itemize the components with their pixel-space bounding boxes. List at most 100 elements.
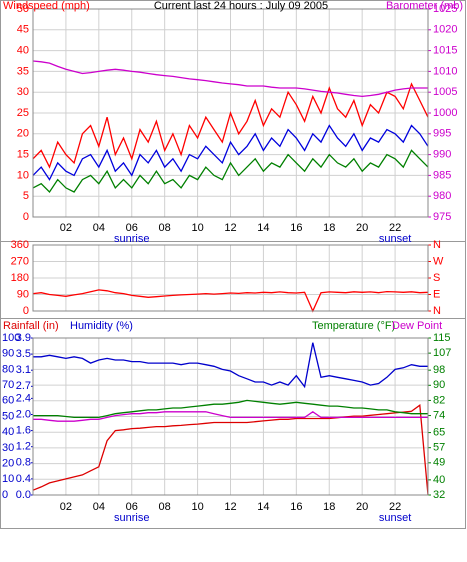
y-tick-label: 50: [17, 3, 29, 15]
y-tick-label: 90: [2, 348, 14, 360]
x-tick-label: 06: [126, 222, 138, 234]
annotation: sunrise: [114, 512, 149, 524]
y-tick-label: 20: [17, 128, 29, 140]
y2-tick-label: 1000: [433, 107, 457, 119]
y2-tick-label: 1010: [433, 65, 457, 77]
y-tick-label: 0: [2, 489, 8, 501]
y2-tick-label: 90: [433, 379, 445, 391]
x-tick-label: 16: [290, 501, 302, 513]
x-tick-label: 20: [356, 222, 368, 234]
x-tick-label: 06: [126, 501, 138, 513]
x-tick-label: 08: [159, 222, 171, 234]
y2-tick-label: N: [433, 305, 441, 317]
y3-tick-label: 3.1: [16, 364, 31, 376]
y-tick-label: 0: [23, 211, 29, 223]
y2-tick-label: 995: [433, 128, 451, 140]
y-tick-label: 15: [17, 149, 29, 161]
annotation: sunset: [379, 233, 411, 245]
series-line: [33, 342, 428, 389]
x-tick-label: 20: [356, 501, 368, 513]
y3-tick-label: 2.7: [16, 380, 31, 392]
y-tick-label: 30: [17, 86, 29, 98]
series-line: [33, 399, 428, 419]
x-tick-label: 10: [191, 222, 203, 234]
y3-tick-label: 0.8: [16, 457, 31, 469]
legend-label: Rainfall (in): [3, 320, 59, 332]
x-tick-label: 18: [323, 222, 335, 234]
x-tick-label: 10: [191, 501, 203, 513]
plot-frame: [32, 8, 429, 218]
y2-tick-label: 975: [433, 211, 451, 223]
y-tick-label: 10: [17, 169, 29, 181]
series-line: [33, 411, 428, 422]
y2-tick-label: 1005: [433, 86, 457, 98]
x-tick-label: 12: [224, 501, 236, 513]
x-tick-label: 04: [93, 501, 105, 513]
y2-tick-label: 1020: [433, 24, 457, 36]
y-tick-label: 35: [17, 65, 29, 77]
y2-tick-label: W: [433, 255, 444, 267]
chart-title: Current last 24 hours : July 09 2005: [154, 0, 328, 12]
series-line: [32, 124, 429, 181]
y2-tick-label: 74: [433, 409, 445, 421]
y-tick-label: 40: [2, 426, 14, 438]
x-tick-label: 02: [60, 222, 72, 234]
legend-label: Humidity (%): [70, 320, 133, 332]
y2-tick-label: 82: [433, 394, 445, 406]
y2-tick-label: 980: [433, 190, 451, 202]
y-tick-label: 0: [23, 305, 29, 317]
series-line: [32, 149, 429, 194]
y2-tick-label: 57: [433, 442, 445, 454]
annotation: sunset: [379, 512, 411, 524]
y3-tick-label: 2.4: [16, 392, 31, 404]
x-tick-label: 08: [159, 501, 171, 513]
legend-label: Dew Point: [392, 320, 442, 332]
y3-tick-label: 1.6: [16, 424, 31, 436]
y-tick-label: 70: [2, 379, 14, 391]
y-tick-label: 80: [2, 363, 14, 375]
x-tick-label: 04: [93, 222, 105, 234]
plot-frame: [32, 337, 429, 496]
annotation: sunrise: [114, 233, 149, 245]
y2-axis-label: Barometer (mb): [386, 0, 463, 12]
x-tick-label: 14: [257, 501, 269, 513]
y2-tick-label: 65: [433, 426, 445, 438]
y2-tick-label: 115: [433, 332, 451, 344]
y3-tick-label: 1.2: [16, 441, 31, 453]
y-tick-label: 100: [2, 332, 20, 344]
y2-tick-label: 1025: [433, 3, 457, 15]
y-tick-label: 10: [2, 473, 14, 485]
y2-tick-label: 32: [433, 489, 445, 501]
y-tick-label: 25: [17, 107, 29, 119]
y2-tick-label: 1015: [433, 45, 457, 57]
y-tick-label: 30: [2, 442, 14, 454]
x-tick-label: 14: [257, 222, 269, 234]
y-tick-label: 360: [11, 239, 29, 251]
y-tick-label: 20: [2, 458, 14, 470]
series-line: [32, 60, 428, 98]
plot-frame: [32, 244, 429, 312]
y3-tick-label: 3.9: [16, 332, 31, 344]
y-tick-label: 50: [2, 410, 14, 422]
series-line: [32, 82, 429, 169]
x-tick-label: 22: [389, 222, 401, 234]
y2-tick-label: 990: [433, 149, 451, 161]
y2-tick-label: 49: [433, 457, 445, 469]
y2-tick-label: 98: [433, 364, 445, 376]
y2-tick-label: E: [433, 288, 440, 300]
y2-tick-label: 40: [433, 474, 445, 486]
x-tick-label: 18: [323, 501, 335, 513]
y-tick-label: 180: [11, 272, 29, 284]
y2-tick-label: 107: [433, 347, 451, 359]
y-tick-label: 90: [17, 288, 29, 300]
y-tick-label: 45: [17, 24, 29, 36]
series-line: [32, 403, 429, 496]
x-tick-label: 22: [389, 501, 401, 513]
y-axis-label: Windspeed (mph): [3, 0, 90, 12]
y2-tick-label: 985: [433, 169, 451, 181]
y3-tick-label: 3.5: [16, 348, 31, 360]
x-tick-label: 12: [224, 222, 236, 234]
y-tick-label: 60: [2, 395, 14, 407]
y2-tick-label: S: [433, 272, 440, 284]
